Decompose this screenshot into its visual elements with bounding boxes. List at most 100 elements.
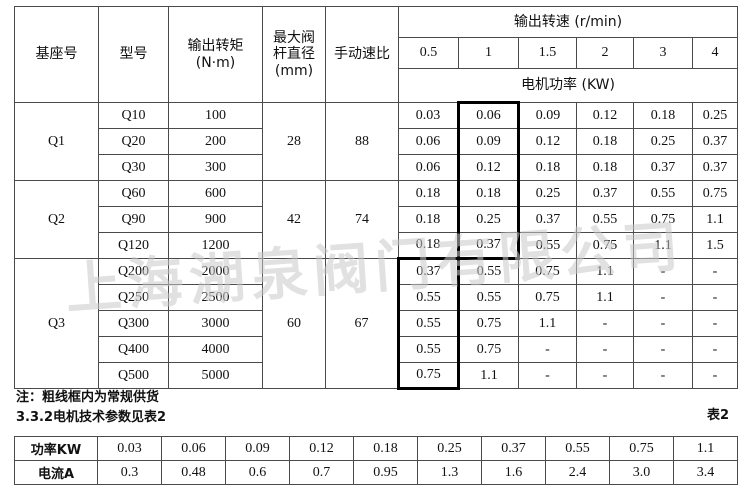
cell-motor-power: 0.75 [458, 310, 519, 337]
cell-motor-power: - [518, 362, 577, 389]
cell-manual-ratio: 67 [325, 258, 399, 389]
cell-motor-power: 0.75 [518, 284, 577, 311]
main-spec-table-container: 基座号 型号 输出转矩 (N·m) 最大阀 杆直径 (mm) 手动速比 输出转速… [14, 6, 739, 390]
cell-motor-power: - [633, 336, 693, 363]
cell-motor-power: - [691, 362, 739, 389]
cell-output-torque: 5000 [168, 362, 263, 389]
motor-cell-current: 0.7 [289, 460, 354, 485]
cell-motor-power: 0.55 [633, 180, 693, 207]
cell-motor-power: 0.18 [457, 180, 520, 207]
cell-motor-power: - [633, 284, 693, 311]
table2-label: 表2 [706, 408, 729, 423]
cell-motor-power: 0.06 [398, 128, 459, 155]
motor-cell-current: 0.3 [97, 460, 162, 485]
note-line-1: 注：粗线框内为常规供货 [16, 390, 160, 405]
cell-motor-power: 0.06 [398, 154, 459, 181]
cell-motor-power: 0.55 [458, 258, 519, 285]
cell-motor-power: 0.09 [518, 102, 577, 129]
motor-cell-current: 3.4 [673, 460, 738, 485]
cell-output-torque: 100 [168, 102, 263, 129]
cell-model: Q10 [98, 102, 169, 129]
motor-cell-current: 0.6 [225, 460, 290, 485]
header-speed-2: 2 [576, 37, 634, 69]
cell-motor-power: - [691, 310, 739, 337]
cell-motor-power: 0.25 [457, 206, 520, 233]
cell-motor-power: 0.18 [398, 232, 459, 259]
header-speed-1-5: 1.5 [518, 37, 577, 69]
cell-motor-power: 0.12 [457, 154, 520, 181]
cell-motor-power: 0.55 [397, 310, 460, 337]
cell-motor-power: 0.75 [458, 336, 519, 363]
cell-model: Q20 [98, 128, 169, 155]
cell-motor-power: 0.12 [576, 102, 634, 129]
cell-motor-power: 0.18 [576, 128, 634, 155]
motor-table-row: 电流A 0.3 0.48 0.6 0.7 0.95 1.3 1.6 2.4 3.0 3.4 [14, 460, 738, 485]
table-row: Q90 900 0.18 0.25 0.37 0.55 0.75 1.1 [15, 206, 739, 233]
cell-motor-power: - [576, 362, 634, 389]
header-motor-power: 电机功率 (KW) [397, 68, 739, 103]
cell-model: Q60 [98, 180, 169, 207]
cell-motor-power: 1.1 [576, 284, 634, 311]
cell-motor-power: - [691, 336, 739, 363]
motor-cell-power: 0.55 [545, 436, 610, 461]
header-output-torque: 输出转矩 (N·m) [168, 6, 263, 103]
cell-motor-power: 0.37 [518, 206, 577, 233]
cell-motor-power: 0.75 [633, 206, 693, 233]
note-line-2: 3.3.2电机技术参数见表2 [16, 410, 167, 426]
cell-output-torque: 1200 [168, 232, 263, 259]
header-output-speed: 输出转速 (r/min) [397, 6, 739, 38]
cell-motor-power: - [633, 310, 693, 337]
motor-cell-power: 0.12 [289, 436, 354, 461]
table-row: Q400 4000 0.55 0.75- - - - [15, 336, 739, 363]
cell-motor-power: 1.1 [691, 206, 739, 233]
cell-motor-power: 0.25 [518, 180, 577, 207]
cell-motor-power: 0.37 [633, 154, 693, 181]
motor-table-body: 功率KW 0.03 0.06 0.09 0.12 0.18 0.25 0.37 0.55 0.75… [14, 436, 738, 485]
cell-output-torque: 900 [168, 206, 263, 233]
motor-params-table-container: 功率KW 0.03 0.06 0.09 0.12 0.18 0.25 0.37 0.55 0.75… [14, 436, 738, 485]
motor-cell-current: 0.48 [161, 460, 226, 485]
cell-output-torque: 600 [168, 180, 263, 207]
table-row: Q250 2500 0.55 0.55 0.75 1.1- - [15, 284, 739, 311]
motor-cell-current: 1.3 [417, 460, 482, 485]
cell-base-no: Q2 [14, 180, 99, 259]
cell-base-no: Q3 [14, 258, 99, 389]
cell-max-stem-diameter: 28 [262, 102, 326, 181]
cell-output-torque: 3000 [168, 310, 263, 337]
notes-block: 注：粗线框内为常规供货 3.3.2电机技术参数见表2 [16, 388, 166, 428]
motor-cell-current: 2.4 [545, 460, 610, 485]
cell-motor-power: 0.25 [691, 102, 739, 129]
cell-max-stem-diameter: 60 [262, 258, 326, 389]
cell-manual-ratio: 88 [325, 102, 399, 181]
header-output-torque-line1: 输出转矩 [187, 38, 244, 55]
cell-motor-power: 0.18 [633, 102, 693, 129]
cell-motor-power: 1.1 [576, 258, 634, 285]
cell-manual-ratio: 74 [325, 180, 399, 259]
cell-model: Q300 [98, 310, 169, 337]
header-model: 型号 [98, 6, 169, 103]
cell-motor-power: 0.55 [397, 336, 460, 363]
cell-motor-power: - [576, 336, 634, 363]
cell-output-torque: 2500 [168, 284, 263, 311]
cell-motor-power: 0.55 [397, 284, 460, 311]
header-row-speeds: 0.5 1 1.5 2 3 4 [15, 37, 739, 69]
header-base-no: 基座号 [14, 6, 99, 103]
cell-motor-power: 0.06 [457, 101, 520, 129]
header-stem-line2: 杆直径 [273, 46, 315, 63]
motor-cell-power: 0.09 [225, 436, 290, 461]
cell-motor-power: 0.55 [518, 232, 577, 259]
cell-motor-power: 1.1 [458, 362, 519, 389]
cell-motor-power: - [691, 284, 739, 311]
table-row: Q20 200 0.06 0.09 0.12 0.18 0.25 0.37 [15, 128, 739, 155]
cell-motor-power: 0.03 [398, 102, 459, 129]
cell-motor-power: 0.55 [576, 206, 634, 233]
cell-model: Q200 [98, 258, 169, 285]
cell-motor-power: 1.1 [633, 232, 693, 259]
cell-motor-power: - [576, 310, 634, 337]
motor-row-label: 功率KW [14, 436, 98, 461]
table-row: Q1 Q10 100 28 88 0.03 0.06 0.09 0.12 0.18 0.25 [14, 101, 739, 181]
table-row: Q500 5000 0.75 1.1- - - - [15, 362, 739, 390]
cell-motor-power: 0.37 [576, 180, 634, 207]
cell-model: Q90 [98, 206, 169, 233]
table-row: Q3 Q200 2000 60 67 0.37 0.55 0.75 1.1- - [14, 257, 739, 389]
